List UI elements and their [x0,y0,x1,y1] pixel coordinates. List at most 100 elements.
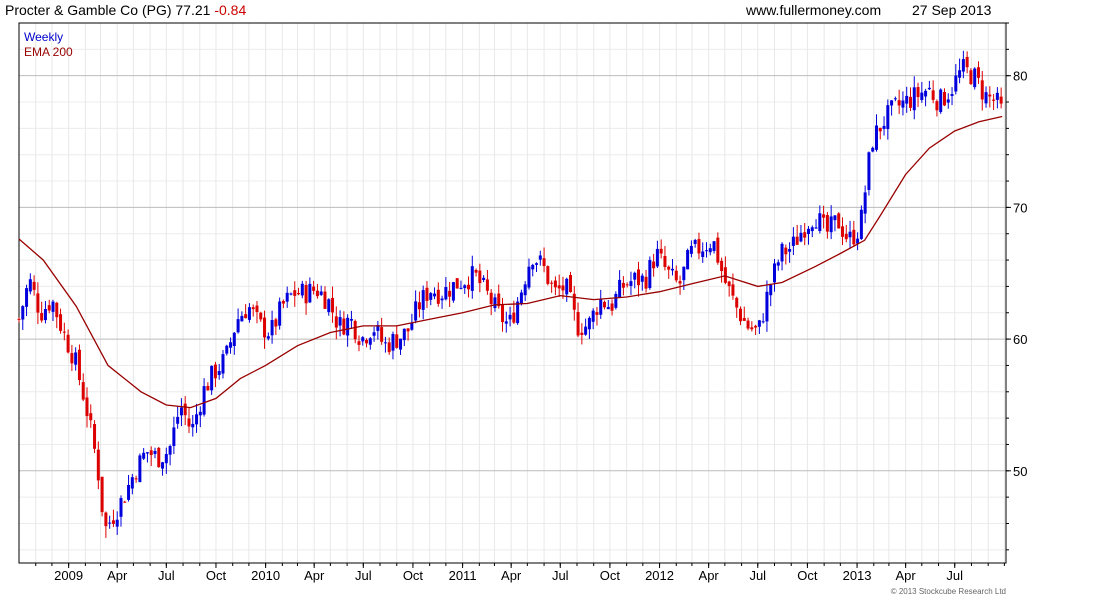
candle-body [225,345,229,354]
candle-body [723,267,727,283]
candle-body [244,314,248,319]
candle-body [961,59,965,72]
candle-body [191,423,195,428]
candle-body [587,317,591,330]
candle-body [236,319,240,333]
candle-body [992,99,996,101]
candle-body [716,237,720,263]
candle-body [266,336,270,339]
candle-body [342,318,346,335]
candle-body [36,293,40,313]
candle-body [89,413,93,421]
candle-body [123,501,127,503]
candle-body [51,301,55,312]
site-url[interactable]: www.fullermoney.com [746,2,882,18]
candle-body [927,87,931,90]
candle-body [995,92,999,100]
candle-body [195,414,199,425]
candle-body [886,105,890,130]
candle-body [161,462,165,469]
candle-body [829,216,833,233]
candle-body [965,57,969,68]
candle-body [43,309,47,321]
candle-body [217,370,221,376]
candle-body [334,316,338,328]
candle-body [727,281,731,287]
candle-body [931,90,935,100]
candle-body [893,98,897,100]
candle-body [300,283,304,296]
candle-body [565,278,569,295]
candle-body [784,247,788,255]
candle-body [629,281,633,286]
copyright-notice: © 2013 Stockcube Research Ltd [890,587,1006,596]
ema-200-line [18,115,1003,409]
candle-body [25,288,29,307]
candle-body [591,310,595,322]
candle-body [164,454,168,464]
candle-body [553,280,557,288]
candle-body [516,301,520,324]
candle-body [837,213,841,229]
candle-body [606,307,610,310]
x-tick-label: Jul [552,568,569,583]
candle-body [976,67,980,78]
candle-body [327,299,331,313]
candle-body [376,325,380,331]
candle-body [232,332,236,347]
candle-body [349,318,353,321]
candle-body [440,298,444,301]
candle-body [353,320,357,340]
candle-body [485,279,489,291]
y-tick-label: 60 [1013,332,1027,347]
candle-body [746,320,750,329]
candle-body [77,349,81,381]
candle-body [519,292,523,304]
candle-body [130,477,134,489]
candle-body [47,305,51,311]
candle-body [633,272,637,280]
candle-body [229,342,233,348]
x-tick-label: Apr [107,568,128,583]
candle-body [765,291,769,322]
candle-body [561,285,565,291]
candle-body [308,283,312,303]
candle-body [383,342,387,344]
y-tick-label: 70 [1013,200,1027,215]
candle-body [693,239,697,244]
candle-body [682,266,686,281]
candle-body [999,96,1003,104]
candle-body [761,321,765,323]
candle-body [712,241,716,252]
candle-body [720,260,724,271]
candle-body [969,70,973,85]
y-tick-label: 80 [1013,69,1027,84]
candle-body [795,236,799,245]
candle-body [247,307,251,320]
candle-body [984,92,988,104]
candle-body [788,248,792,252]
x-tick-label: Jul [946,568,963,583]
candle-body [444,287,448,300]
legend-period: Weekly [24,30,64,44]
candle-body [523,284,527,296]
candle-body [621,282,625,288]
candle-body [844,233,848,240]
candle-body [701,251,705,258]
candle-body [806,228,810,234]
candle-body [614,293,618,308]
last-price: 77.21 [175,2,211,18]
candle-body [153,450,157,454]
candle-body [542,258,546,267]
candle-body [735,297,739,308]
candle-body [157,447,161,468]
candle-body [871,147,875,152]
candle-body [28,279,32,292]
candle-body [74,352,78,365]
candle-body [595,312,599,315]
candle-body [852,229,856,245]
candle-body [757,320,761,327]
candle-body [648,259,652,289]
candle-body [754,325,758,328]
